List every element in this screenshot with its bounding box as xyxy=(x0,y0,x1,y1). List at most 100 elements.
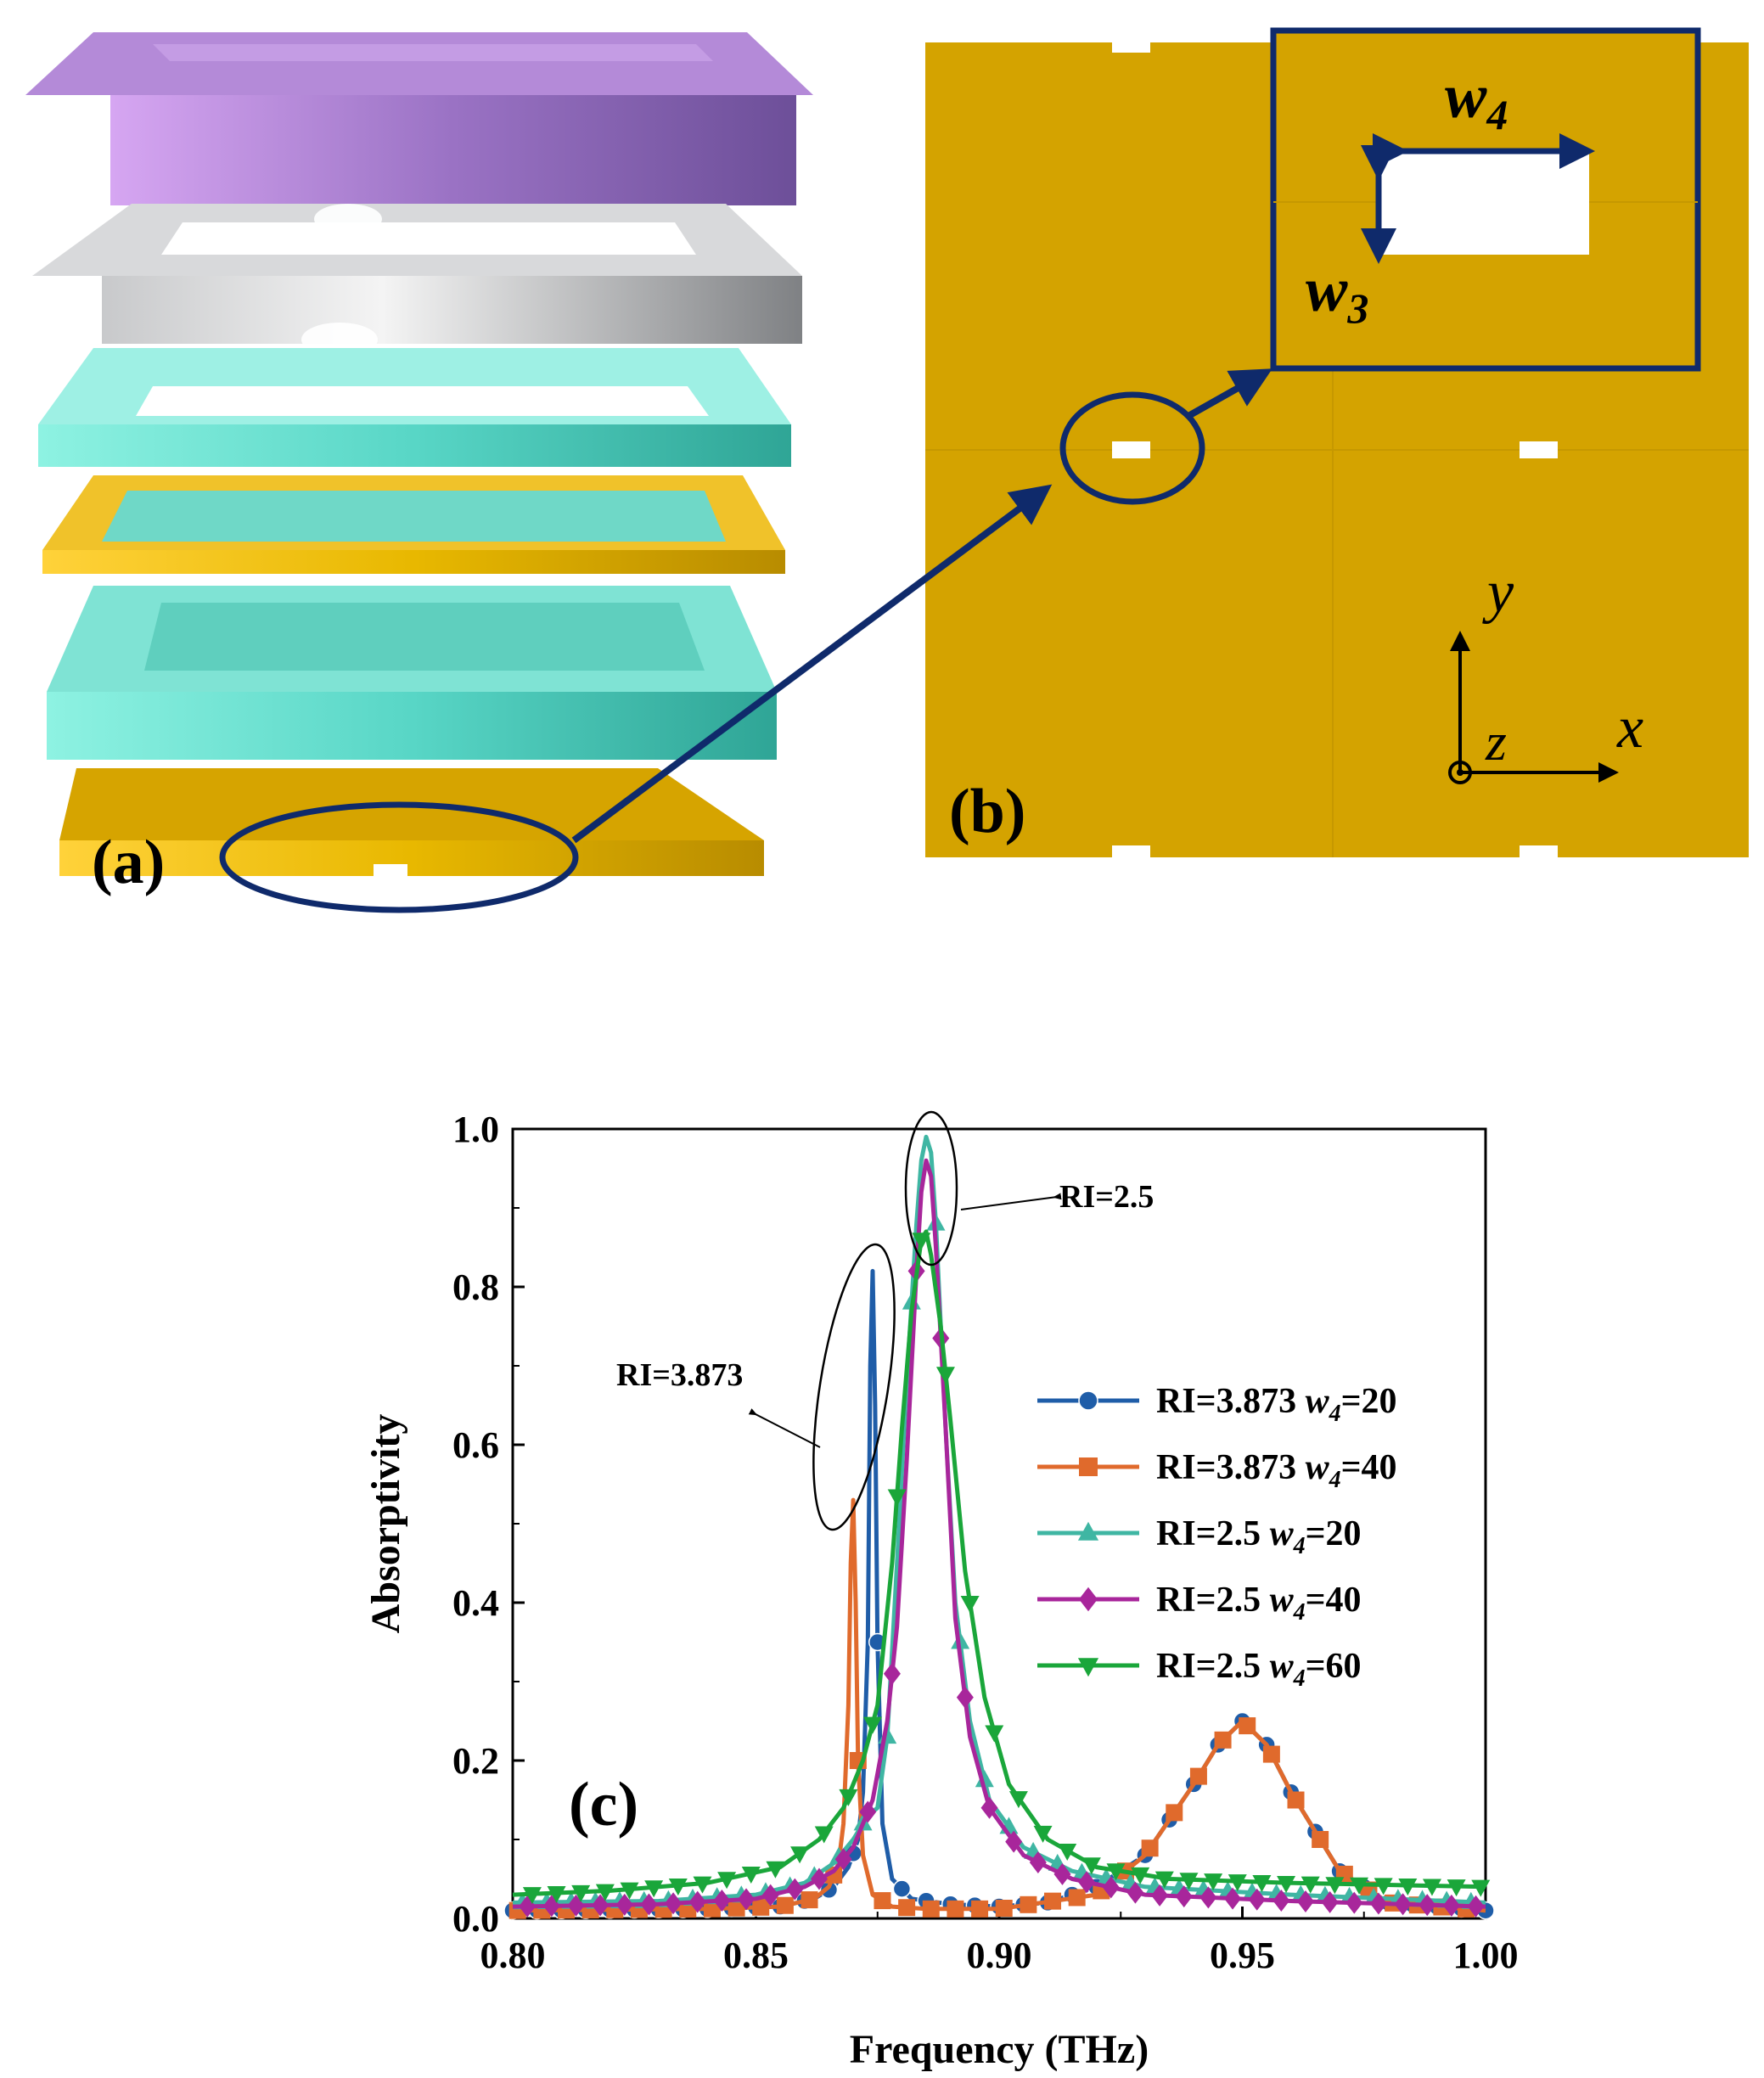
data-point-marker xyxy=(1102,1876,1120,1899)
data-point-marker xyxy=(1079,1587,1098,1612)
data-point-marker xyxy=(1312,1831,1329,1848)
axis-z-label: z xyxy=(1485,711,1507,772)
axis-y-label: y xyxy=(1482,559,1514,625)
panel-a-label: (a) xyxy=(92,828,165,897)
data-point-marker xyxy=(1008,1791,1028,1809)
panel-b-highlight-ellipse xyxy=(1059,391,1205,505)
legend-entry: RI=3.873 w4=40 xyxy=(1037,1448,1397,1493)
data-point-marker xyxy=(1224,1887,1242,1910)
layer-teal-substrate xyxy=(47,586,777,760)
panel-b-label: (b) xyxy=(949,777,1025,846)
layer-teal-frame-upper xyxy=(38,348,791,467)
data-point-marker xyxy=(571,1884,591,1902)
chart-xlabel: Frequency (THz) xyxy=(850,2027,1149,2072)
data-point-marker xyxy=(1252,1875,1272,1893)
panel-a-highlight-ellipse xyxy=(219,801,579,913)
data-point-marker xyxy=(1131,1867,1150,1884)
data-point-marker xyxy=(1239,1717,1256,1735)
series-3 xyxy=(512,1158,1486,1918)
data-point-marker xyxy=(547,1886,566,1904)
x-tick-label: 0.85 xyxy=(723,1935,789,1976)
data-point-marker xyxy=(1277,1875,1296,1893)
data-point-marker xyxy=(790,1846,810,1864)
data-point-marker xyxy=(887,1489,907,1507)
data-point-marker xyxy=(810,1867,828,1890)
x-tick-label: 0.80 xyxy=(480,1935,546,1976)
panel-a-layer-stack: (a) xyxy=(25,32,813,913)
data-point-marker xyxy=(688,1890,706,1913)
slot-top-left xyxy=(1112,42,1150,53)
slot-bottom-left xyxy=(1112,845,1150,857)
data-point-marker xyxy=(713,1890,731,1912)
legend-entry: RI=2.5 w4=40 xyxy=(1037,1581,1362,1626)
data-point-marker xyxy=(947,1900,964,1918)
chart-ylabel: Absorptivity xyxy=(363,1414,408,1634)
legend-label: RI=3.873 w4=40 xyxy=(1156,1448,1397,1493)
x-tick-label: 0.90 xyxy=(967,1935,1032,1976)
y-tick-label: 0.8 xyxy=(452,1266,499,1308)
data-point-marker xyxy=(620,1882,639,1900)
legend-entry: RI=3.873 w4=20 xyxy=(1037,1382,1397,1427)
y-tick-label: 0.6 xyxy=(452,1424,499,1466)
annotation-ellipse-ri-2-5 xyxy=(904,1110,958,1266)
data-point-marker xyxy=(995,1900,1013,1918)
series-4 xyxy=(512,1229,1491,1905)
data-point-marker xyxy=(1078,1390,1098,1411)
data-point-marker xyxy=(741,1866,761,1884)
data-point-marker xyxy=(1467,1895,1485,1918)
data-point-marker xyxy=(825,1866,843,1884)
data-point-marker xyxy=(1394,1893,1412,1916)
data-point-marker xyxy=(1398,1878,1418,1895)
data-point-marker xyxy=(665,1892,683,1915)
data-point-marker xyxy=(1287,1791,1305,1809)
w4-label: w4 xyxy=(1445,62,1508,138)
data-point-marker xyxy=(859,1800,877,1823)
data-point-marker xyxy=(971,1900,989,1918)
data-point-marker xyxy=(1248,1888,1266,1911)
data-point-marker xyxy=(1053,1862,1071,1885)
data-point-marker xyxy=(1272,1890,1290,1912)
data-point-marker xyxy=(1447,1879,1466,1897)
data-point-marker xyxy=(960,1596,980,1613)
data-point-marker xyxy=(1154,1871,1174,1889)
data-point-marker xyxy=(1081,1857,1101,1875)
data-point-marker xyxy=(1079,1457,1098,1476)
data-point-marker xyxy=(1442,1894,1460,1917)
data-point-marker xyxy=(693,1876,712,1894)
legend-label: RI=2.5 w4=60 xyxy=(1156,1647,1362,1692)
data-point-marker xyxy=(1005,1830,1023,1853)
data-point-marker xyxy=(980,1796,998,1819)
panel-c-label: (c) xyxy=(569,1770,638,1839)
slot-center-left xyxy=(1112,441,1150,458)
legend-label: RI=3.873 w4=20 xyxy=(1156,1382,1397,1427)
data-point-marker xyxy=(668,1878,688,1895)
data-point-marker xyxy=(728,1899,745,1917)
data-point-marker xyxy=(1078,1871,1096,1894)
chart-ticks: 0.80 0.85 0.90 0.95 1.00 0.0 0.2 0.4 0.6 0.8 1.0 xyxy=(452,1109,1519,1976)
data-point-marker xyxy=(1033,1825,1053,1843)
data-point-marker xyxy=(776,1896,794,1914)
x-tick-label: 1.00 xyxy=(1453,1935,1519,1976)
data-point-marker xyxy=(1189,1767,1207,1785)
data-point-marker xyxy=(766,1861,785,1879)
data-point-marker xyxy=(1020,1895,1037,1913)
data-point-marker xyxy=(863,1716,883,1734)
data-point-marker xyxy=(738,1888,756,1911)
y-tick-label: 0.0 xyxy=(452,1898,499,1940)
data-point-marker xyxy=(1262,1745,1280,1763)
data-point-marker xyxy=(1141,1839,1159,1857)
data-point-marker xyxy=(752,1898,770,1916)
data-point-marker xyxy=(814,1826,834,1844)
slot-center-right xyxy=(1520,441,1558,458)
data-point-marker xyxy=(1029,1851,1047,1873)
y-tick-label: 0.2 xyxy=(452,1740,499,1782)
chart-annotations: RI=2.5 RI=3.873 xyxy=(616,1110,1154,1531)
data-point-marker xyxy=(1374,1878,1393,1895)
data-point-marker xyxy=(1068,1889,1086,1907)
y-tick-label: 1.0 xyxy=(452,1109,499,1150)
data-point-marker xyxy=(1179,1873,1199,1890)
data-point-marker xyxy=(1058,1844,1077,1862)
annotation-text-ri-3-873: RI=3.873 xyxy=(616,1357,743,1393)
data-point-marker xyxy=(1204,1873,1223,1891)
